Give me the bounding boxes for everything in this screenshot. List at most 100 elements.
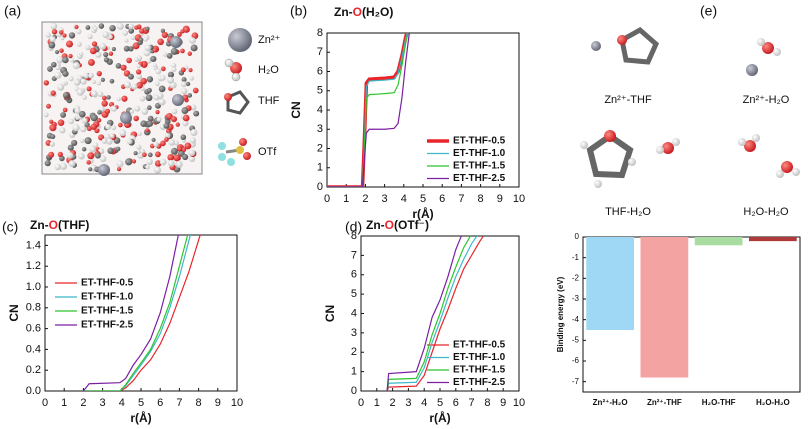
atom — [168, 139, 176, 146]
atom — [54, 163, 61, 171]
atom — [118, 122, 123, 128]
otf-icon — [243, 152, 251, 160]
otf-icon — [227, 158, 235, 166]
atom — [189, 37, 196, 44]
atom — [127, 73, 134, 80]
atom — [89, 145, 97, 153]
atom — [181, 77, 187, 83]
x-tick-label: 9 — [215, 397, 221, 409]
y-tick-label: 5 — [351, 288, 357, 300]
h2o-icon — [231, 72, 241, 82]
atom — [170, 47, 178, 55]
x-tick-label: 3 — [405, 397, 411, 409]
atom — [105, 124, 112, 130]
atoms — [43, 22, 200, 176]
y-tick-label: -6 — [572, 356, 580, 365]
atom — [151, 137, 156, 142]
y-tick-label: 4 — [351, 307, 357, 319]
atom — [49, 124, 57, 132]
atom — [91, 80, 96, 85]
atom — [757, 38, 765, 46]
atom — [185, 81, 191, 87]
image-label: H₂O-H₂O — [743, 206, 789, 218]
y-tick-label: 0.2 — [26, 364, 41, 376]
atom — [135, 69, 142, 75]
x-tick-label: H₂O-H₂O — [756, 398, 790, 407]
series-line — [83, 235, 189, 391]
atom — [121, 95, 128, 102]
atom — [111, 47, 116, 52]
y-tick-label: 0.8 — [26, 302, 41, 314]
y-tick-label: 6 — [317, 65, 323, 77]
y-tick-label: 2 — [351, 346, 357, 358]
atom — [69, 58, 75, 63]
atom — [182, 153, 189, 161]
atom — [98, 23, 105, 29]
y-tick-label: -1 — [572, 253, 580, 262]
y-tick-label: -3 — [572, 294, 580, 303]
atom — [86, 160, 91, 165]
atom — [181, 147, 187, 152]
atom — [73, 79, 81, 86]
legend-label: ET-THF-1.5 — [453, 365, 506, 376]
atom — [155, 81, 160, 87]
atom — [160, 140, 166, 147]
y-tick-label: 1.0 — [26, 281, 41, 293]
legend-label: ET-THF-1.0 — [453, 352, 506, 363]
atom — [128, 27, 135, 34]
atom — [76, 41, 82, 47]
y-tick-label: 0 — [317, 181, 323, 193]
x-tick-label: 8 — [484, 397, 490, 409]
atom — [187, 51, 192, 56]
panel-a: (a) Zn²⁺ H₂O THF OTf — [4, 3, 281, 176]
atom — [126, 138, 133, 145]
panel-e-images: Zn²⁺-THF Zn²⁺-H₂O THF-H₂O H₂O-H₂O — [580, 26, 800, 218]
thf-icon — [224, 93, 232, 101]
atom — [188, 149, 196, 157]
atom — [160, 28, 166, 33]
atom — [51, 28, 58, 35]
atom — [45, 32, 52, 38]
atom — [144, 44, 151, 52]
y-tick-label: 1.2 — [26, 260, 41, 272]
atom — [154, 160, 162, 167]
atom — [628, 158, 636, 166]
x-tick-label: 9 — [500, 397, 506, 409]
x-tick-label: 5 — [138, 397, 144, 409]
atom — [176, 146, 183, 152]
y-tick-label: -7 — [572, 377, 580, 386]
atom — [89, 47, 97, 55]
atom — [62, 92, 70, 99]
atom — [80, 125, 87, 133]
atom — [166, 52, 173, 59]
atom — [97, 110, 102, 115]
x-tick-label: 7 — [458, 193, 464, 205]
atom — [164, 133, 171, 139]
atom — [162, 52, 168, 57]
atom — [136, 81, 143, 89]
y-axis-label: CN — [323, 305, 337, 322]
atom — [76, 28, 82, 35]
atom — [109, 133, 115, 139]
atom — [182, 114, 190, 122]
y-tick-label: 0 — [351, 385, 357, 397]
atom — [140, 77, 147, 85]
atom — [68, 32, 76, 39]
x-tick-label: 4 — [119, 397, 125, 409]
atom — [662, 142, 674, 154]
atom — [746, 64, 758, 76]
chart-title: Zn-O(H₂O) — [334, 5, 393, 19]
y-tick-label: 0.4 — [26, 343, 41, 355]
atom — [157, 38, 164, 46]
atom — [145, 128, 150, 133]
atom — [116, 22, 124, 30]
atom — [132, 42, 140, 50]
atom — [146, 120, 154, 127]
atom — [44, 160, 51, 167]
legend-label: ET-THF-1.5 — [81, 306, 134, 317]
series-line — [386, 236, 478, 391]
atom — [65, 40, 74, 48]
legend-label: ET-THF-0.5 — [453, 136, 506, 147]
atom — [49, 119, 54, 124]
atom — [74, 108, 81, 115]
